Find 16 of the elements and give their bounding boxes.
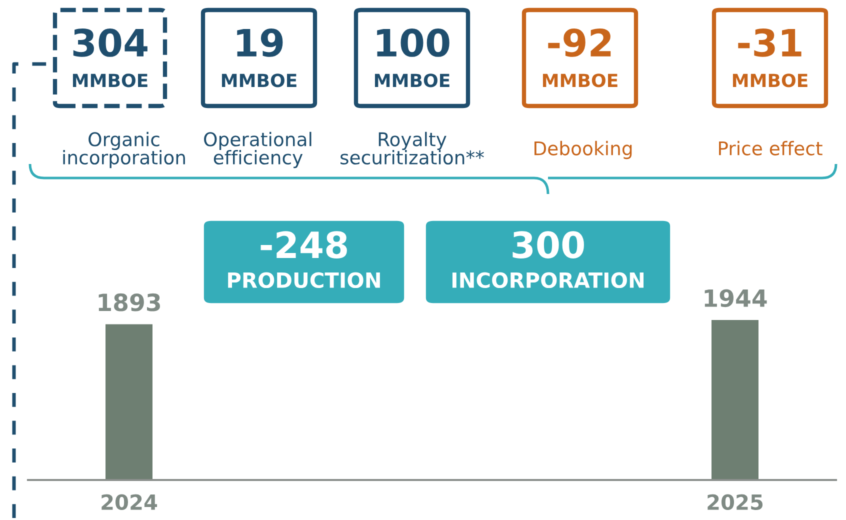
data-label: 1893 — [98, 293, 160, 312]
x-tick-label: 2025 — [708, 494, 763, 510]
text: 304 MMBOE — [72, 28, 148, 88]
text: Price effect — [719, 140, 822, 156]
x-tick-label: 2024 — [102, 494, 158, 510]
data-label: 1944 — [704, 289, 767, 308]
text: Debooking — [534, 140, 632, 160]
text: Organic incorporation — [63, 132, 185, 168]
text: Operational efficiency — [204, 132, 312, 168]
text: 300 INCORPORATION — [452, 231, 644, 288]
text: Royalty securitization** — [340, 132, 484, 165]
text: -31 MMBOE — [732, 28, 808, 88]
text: -92 MMBOE — [542, 28, 618, 88]
text: -248 PRODUCTION — [228, 231, 380, 288]
text: 100 MMBOE — [374, 28, 450, 88]
text: 19 MMBOE — [222, 28, 296, 88]
